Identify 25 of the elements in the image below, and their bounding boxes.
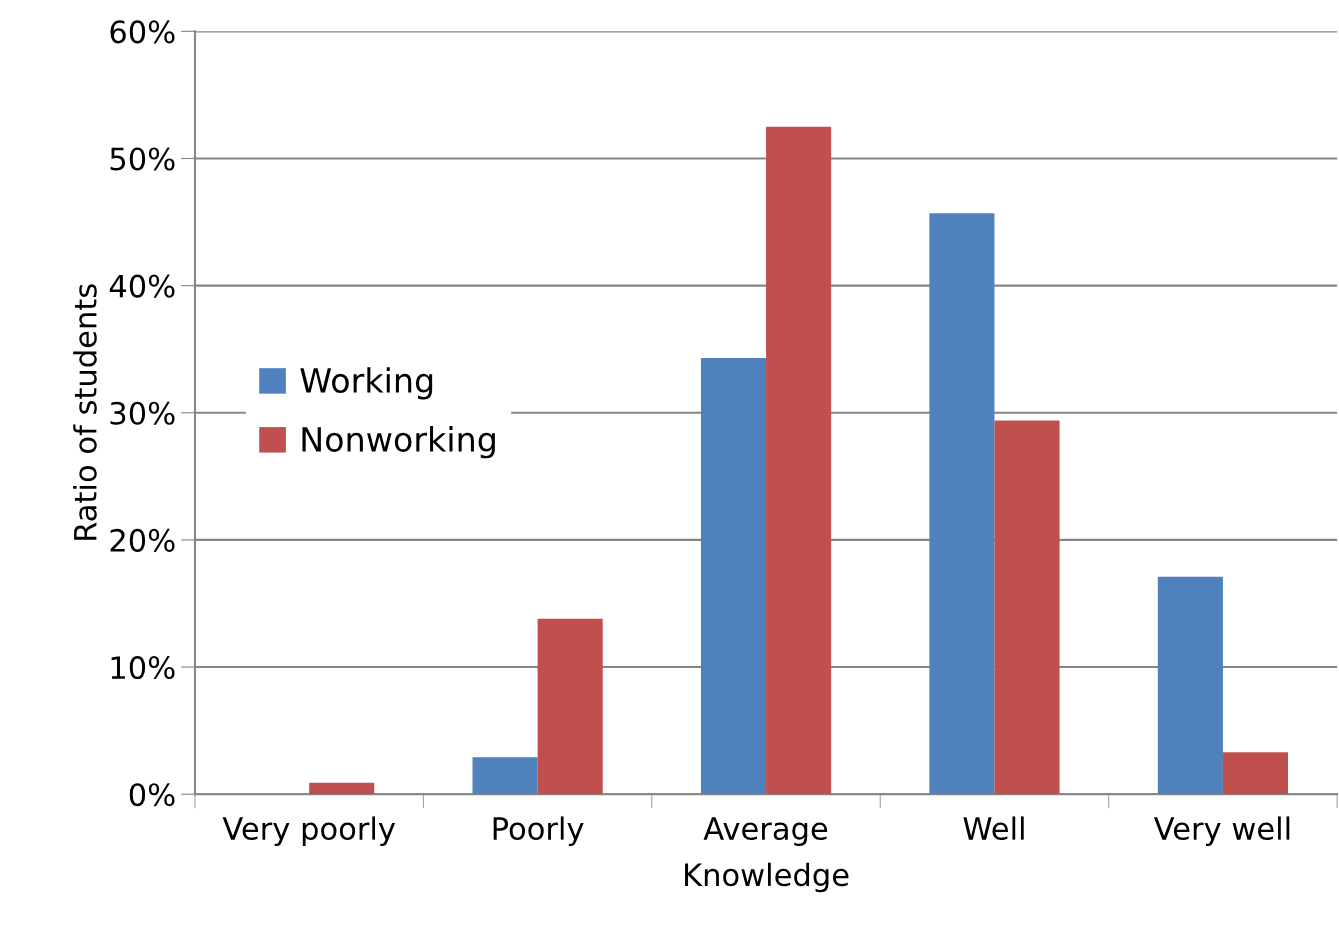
x-tick-label: Well [963, 816, 1024, 841]
bar [766, 126, 832, 795]
bar [700, 358, 767, 795]
y-tick-label: 60% [110, 20, 175, 44]
x-axis-title: Knowledge [685, 862, 849, 893]
bar [994, 420, 1060, 795]
y-tick-label: 50% [110, 147, 175, 171]
bar [309, 782, 375, 795]
legend-label: Working [300, 367, 433, 400]
y-tick-label: 10% [111, 655, 175, 680]
y-tick-label: 20% [110, 528, 175, 552]
y-tick-label: 30% [110, 401, 175, 425]
bar [1157, 576, 1223, 795]
y-tick-label: 40% [109, 274, 175, 298]
bar [929, 213, 995, 795]
y-tick-label: 0% [129, 783, 175, 807]
x-tick-label: Average [703, 817, 828, 846]
x-tick-label: Poorly [493, 816, 584, 846]
legend-label: Nonworking [302, 426, 495, 459]
bar [537, 618, 603, 795]
x-tick-label: Very well [1153, 816, 1290, 846]
bar [472, 757, 538, 795]
bar [1222, 752, 1289, 795]
x-tick-label: Very poorly [222, 816, 396, 846]
y-axis-title: Ratio of students [73, 284, 97, 540]
